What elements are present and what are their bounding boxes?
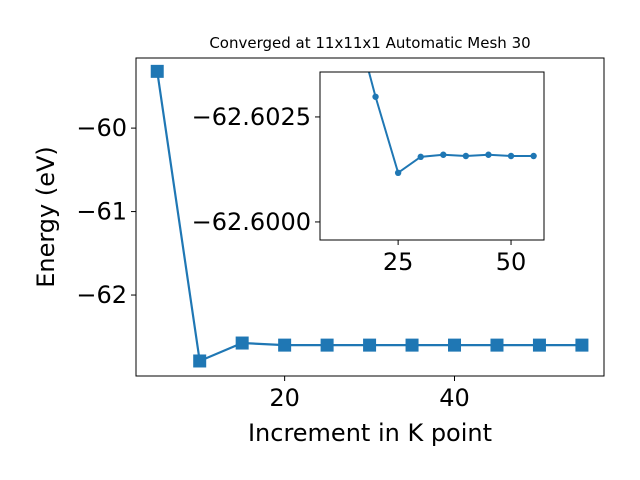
axes-frame [319,71,545,241]
chart-title: Converged at 11x11x1 Automatic Mesh 30 [209,34,530,52]
data-marker [462,152,470,160]
data-marker [320,338,334,352]
data-marker [235,336,249,350]
x-tick-label: 20 [269,384,300,412]
x-tick-label: 40 [439,384,470,412]
y-tick-label: −62.6025 [192,103,311,131]
y-tick-label: −62.6000 [192,208,311,236]
y-tick-label: −61 [76,198,127,226]
data-marker [448,338,462,352]
x-tick-label: 50 [496,248,527,276]
plot-clip [150,64,589,368]
data-marker [575,338,589,352]
y-tick-label: −60 [76,114,127,142]
axes-frame [135,57,605,377]
data-marker [150,64,164,78]
data-marker [532,338,546,352]
y-axis-label: Energy (eV) [32,146,60,288]
plot-clip [367,72,537,176]
data-marker [507,152,515,160]
y-tick-label: −62 [76,281,127,309]
x-tick-label: 25 [383,248,414,276]
data-marker [405,338,419,352]
data-marker [417,153,424,161]
data-marker [372,93,379,100]
data-marker [490,338,504,352]
data-marker [440,151,447,158]
data-marker [278,338,292,352]
x-axis-label: Increment in K point [248,419,492,447]
data-marker [394,169,402,176]
data-marker [485,151,492,158]
data-marker [530,152,537,160]
data-marker [363,338,377,352]
data-marker [193,354,207,368]
